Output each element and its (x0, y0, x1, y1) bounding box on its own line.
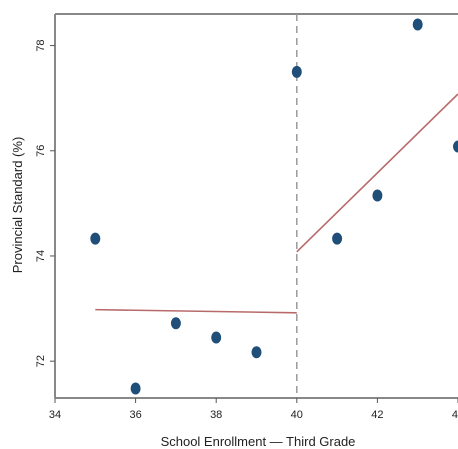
x-tick-label: 36 (129, 409, 141, 421)
x-tick-label: 38 (210, 409, 222, 421)
data-point (412, 18, 423, 31)
data-point (291, 65, 302, 78)
x-tick-label: 42 (371, 409, 383, 421)
data-point (332, 232, 343, 245)
y-tick-label: 78 (35, 39, 47, 51)
data-point (372, 189, 383, 202)
data-point (211, 331, 222, 344)
y-tick-label: 76 (35, 145, 47, 157)
y-axis-title: Provincial Standard (%) (10, 137, 25, 274)
x-tick-label: 44 (452, 409, 458, 421)
x-tick-label: 34 (49, 409, 61, 421)
data-point (170, 317, 181, 330)
x-tick-label: 40 (291, 409, 303, 421)
x-axis-title: School Enrollment — Third Grade (161, 434, 356, 449)
y-tick-label: 72 (35, 355, 47, 367)
data-point (90, 232, 101, 245)
data-point (251, 346, 262, 359)
fit-line (296, 93, 458, 253)
data-point (453, 140, 458, 153)
y-tick-label: 74 (35, 250, 47, 262)
data-point (130, 382, 141, 395)
fit-line (95, 308, 297, 314)
